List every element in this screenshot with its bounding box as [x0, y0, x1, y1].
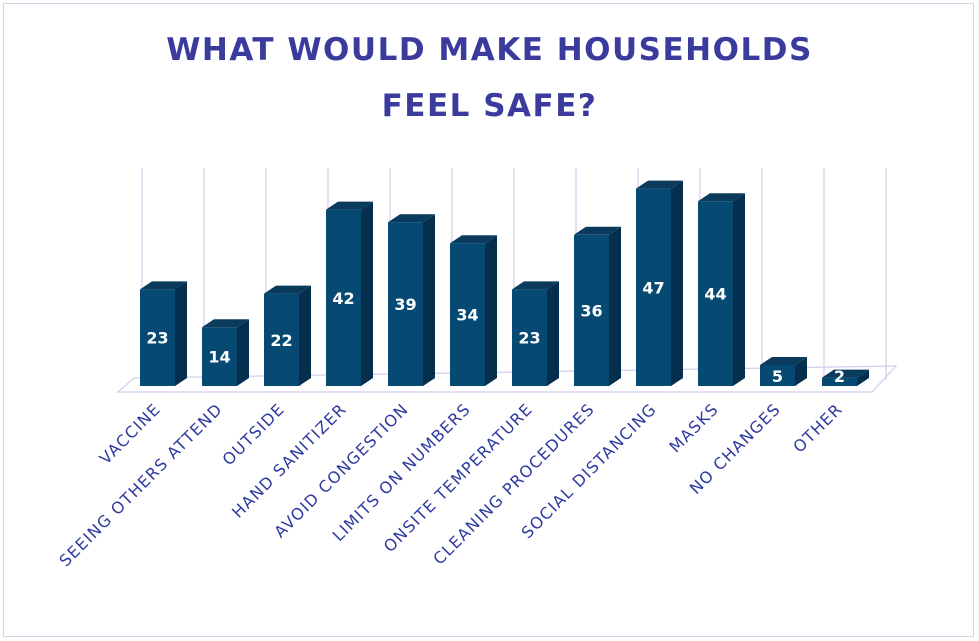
bar-front [822, 377, 857, 386]
bar-12: 2 [822, 367, 869, 386]
data-label: 23 [518, 329, 540, 348]
bar-7: 23 [512, 281, 559, 386]
bar-top [264, 285, 311, 294]
data-label: 14 [208, 348, 230, 367]
bar-top [698, 193, 745, 202]
data-label: 36 [580, 301, 602, 320]
bar-top [822, 369, 869, 378]
grid-lines [116, 168, 898, 393]
bar-4: 42 [326, 201, 373, 386]
data-label: 23 [146, 329, 168, 348]
data-label: 42 [332, 289, 354, 308]
data-label: 34 [456, 306, 478, 325]
data-label: 47 [642, 278, 664, 297]
bar-front [388, 222, 423, 386]
bar-front [140, 289, 175, 386]
bar-11: 5 [760, 357, 807, 386]
bar-9: 47 [636, 180, 683, 386]
bar-side [795, 357, 807, 386]
bar-side [237, 319, 249, 386]
bar-top [450, 235, 497, 244]
bar-top [140, 281, 187, 290]
bar-side [423, 214, 435, 386]
bar-front [698, 201, 733, 386]
bar-top [512, 281, 559, 290]
chart-title-line-1: WHAT WOULD MAKE HOUSEHOLDS [166, 32, 813, 68]
bar-front [636, 188, 671, 386]
bar-side [671, 180, 683, 386]
category-label: OTHER [789, 399, 846, 456]
bar-front [202, 327, 237, 386]
data-label: 2 [834, 367, 845, 386]
bar-10: 44 [698, 193, 745, 386]
category-label: MASKS [665, 399, 722, 456]
bar-5: 39 [388, 214, 435, 386]
bar-front [450, 243, 485, 386]
data-label: 22 [270, 331, 292, 350]
bar-side [299, 285, 311, 386]
bar-top [388, 214, 435, 223]
chart-title-line-2: FEEL SAFE? [381, 88, 598, 124]
bar-top [202, 319, 249, 328]
bar-top [574, 226, 621, 235]
bar-top [326, 201, 373, 210]
bar-front [760, 365, 795, 386]
bar-side [857, 369, 869, 386]
category-label: HAND SANITIZER [228, 399, 350, 521]
bar-side [485, 235, 497, 386]
bar-side [175, 281, 187, 386]
bar-side [547, 281, 559, 386]
bar-1: 23 [140, 281, 187, 386]
data-label: 5 [772, 367, 783, 386]
bar-6: 34 [450, 235, 497, 386]
bar-side [609, 226, 621, 386]
data-label: 44 [704, 285, 726, 304]
data-label: 39 [394, 295, 416, 314]
bar-front [326, 209, 361, 386]
bar-front [574, 234, 609, 386]
chart-floor [116, 365, 898, 393]
bar-front [264, 293, 299, 386]
bar-side [361, 201, 373, 386]
bar-side [733, 193, 745, 386]
bar-2: 14 [202, 319, 249, 386]
bar-front [512, 289, 547, 386]
bar-top [636, 180, 683, 189]
bars: 23 14 22 42 39 34 23 36 47 44 5 2 [140, 180, 869, 386]
bar-top [760, 357, 807, 365]
bar-3: 22 [264, 285, 311, 386]
bar-8: 36 [574, 226, 621, 386]
